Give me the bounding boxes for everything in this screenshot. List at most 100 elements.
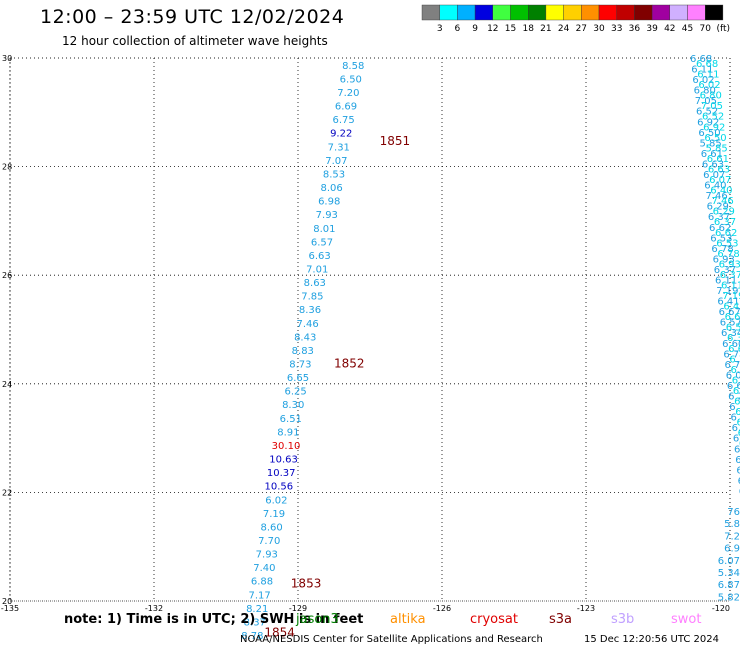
- wave-height-value: 6.35: [738, 476, 740, 487]
- latitude-label: 20: [2, 597, 12, 606]
- wave-height-value: 6.70: [736, 465, 740, 476]
- wave-height-value: 6.57: [720, 318, 740, 329]
- wave-height-value: 6.11: [691, 65, 713, 76]
- wave-height-value: 5.85: [706, 143, 728, 154]
- wave-height-value: 6.07: [709, 175, 731, 186]
- wave-height-value: 6.08: [726, 370, 740, 381]
- longitude-label: -123: [577, 604, 595, 613]
- wave-height-value: 6.41: [723, 302, 740, 313]
- legend-label: 27: [576, 24, 587, 34]
- wave-height-value: 6.9: [724, 544, 740, 555]
- wave-height-value: 7.19: [722, 291, 740, 302]
- wave-height-value: 7.05: [701, 101, 723, 112]
- wave-height-value: 7.19: [263, 509, 285, 520]
- main-altimeter-track: 8.58 6.50 7.20 6.69 6.75 9.22 7.31 7.07 8.53 8.06…: [241, 61, 364, 642]
- wave-height-value: 7.93: [256, 550, 278, 561]
- wave-height-value: 6.57: [736, 418, 740, 429]
- wave-height-value: 8.78: [241, 631, 263, 642]
- track-time-label: 1851: [380, 134, 411, 148]
- wave-height-value: 8.73: [289, 360, 311, 371]
- wave-height-value: 6.93: [719, 259, 740, 270]
- legend-label: 3: [437, 24, 443, 34]
- track-time-label: 1852: [334, 357, 365, 371]
- longitude-label: -129: [289, 604, 307, 613]
- wave-height-value: 6.92: [703, 122, 725, 133]
- wave-height-value: 6.11: [729, 402, 740, 413]
- wave-height-value: 6.40: [704, 181, 726, 192]
- wave-height-value: 6.52: [702, 112, 724, 123]
- latitude-label: 26: [2, 271, 12, 280]
- wave-height-value: 6.61: [733, 386, 740, 397]
- wave-height-value: 6.37: [720, 270, 740, 281]
- wave-height-value: 6.02: [698, 80, 720, 91]
- page-title: 12:00 – 23:59 UTC 12/02/2024: [40, 6, 345, 28]
- wave-height-value: 6.63: [708, 164, 730, 175]
- legend-label: 36: [629, 24, 641, 34]
- wave-height-value: 6.82: [732, 423, 740, 434]
- wave-height-value: 6.61: [727, 381, 740, 392]
- wave-height-value: 6.11: [715, 276, 737, 287]
- wave-height-value: 8.43: [294, 332, 316, 343]
- wave-height-value: 7.85: [301, 292, 323, 303]
- wave-height-value: 6.62: [715, 228, 737, 239]
- legend-swatch: [705, 4, 724, 21]
- legend-label: 6: [455, 24, 461, 34]
- wave-height-value: 6.80: [694, 86, 716, 97]
- wave-height-value: 7.70: [258, 536, 280, 547]
- wave-height-value: 8.37: [244, 617, 266, 628]
- wave-height-value: 6.70: [731, 365, 740, 376]
- wave-height-value: 6.67: [725, 312, 740, 323]
- wave-height-value: 6.08: [732, 375, 740, 386]
- wave-height-value: 5.8: [724, 519, 740, 530]
- legend-label: 42: [664, 24, 675, 34]
- legend-label: 45: [682, 24, 693, 34]
- wave-height-value: 6.53: [716, 238, 738, 249]
- legend-unit-label: (ft): [716, 24, 730, 34]
- wave-height-value: 10.56: [264, 482, 293, 493]
- wave-height-value: 6.51: [280, 414, 302, 425]
- wave-height-value: 6.82: [738, 428, 740, 439]
- wave-height-value: 6.52: [696, 107, 718, 118]
- track-time-label: 1854: [264, 625, 295, 639]
- wave-height-value: 6.37: [714, 265, 736, 276]
- wave-height-value: 8.91: [277, 427, 299, 438]
- wave-height-value: 10.63: [269, 455, 298, 466]
- wave-height-value: 6.50: [698, 128, 720, 139]
- wave-height-value: 8.60: [260, 522, 282, 533]
- wave-height-value: 7.2: [724, 531, 740, 542]
- wave-height-value: 6.11: [735, 407, 740, 418]
- legend-label: 39: [646, 24, 658, 34]
- wave-height-value: 6.25: [284, 387, 306, 398]
- wave-height-value: 7.07: [325, 156, 347, 167]
- wave-height-value: 7.20: [337, 88, 359, 99]
- wave-height-value: 6.65: [287, 373, 309, 384]
- right-altimeter-track: 6.686.686.116.116.026.026.806.807.057.05…: [690, 54, 740, 603]
- latitude-label: 30: [2, 54, 12, 63]
- wave-height-value: 8.58: [342, 61, 364, 72]
- wave-height-value: 6.92: [697, 117, 719, 128]
- wave-height-value: 6.63: [308, 251, 330, 262]
- wave-height-value: 9.22: [330, 129, 352, 140]
- wave-height-value: 30.10: [272, 441, 301, 452]
- wave-height-value: 6.98: [318, 197, 340, 208]
- wave-height-value: 6.67: [719, 307, 740, 318]
- wave-height-value: 6.68: [696, 59, 718, 70]
- legend-label: 70: [699, 24, 711, 34]
- wave-height-value: 6.69: [335, 102, 357, 113]
- wave-height-value: 8.01: [313, 224, 335, 235]
- wave-height-value: 6.17: [739, 486, 740, 497]
- wave-height-value: 6.37: [714, 217, 736, 228]
- latitude-label: 28: [2, 163, 12, 172]
- wave-height-value: 7.46: [296, 319, 318, 330]
- wave-height-value: 6.73: [729, 354, 740, 365]
- wave-height-value: 7.01: [306, 264, 328, 275]
- wave-height-value: 76: [727, 507, 740, 518]
- wave-height-value: 6.29: [713, 207, 735, 218]
- wave-height-value: 6.80: [700, 91, 722, 102]
- wave-height-value: 8.06: [320, 183, 342, 194]
- wave-height-value: 6.61: [701, 149, 723, 160]
- wave-height-value: 6.60: [728, 344, 740, 355]
- wave-height-value: 6.08: [733, 434, 740, 445]
- wave-height-value: 6.11: [721, 281, 740, 292]
